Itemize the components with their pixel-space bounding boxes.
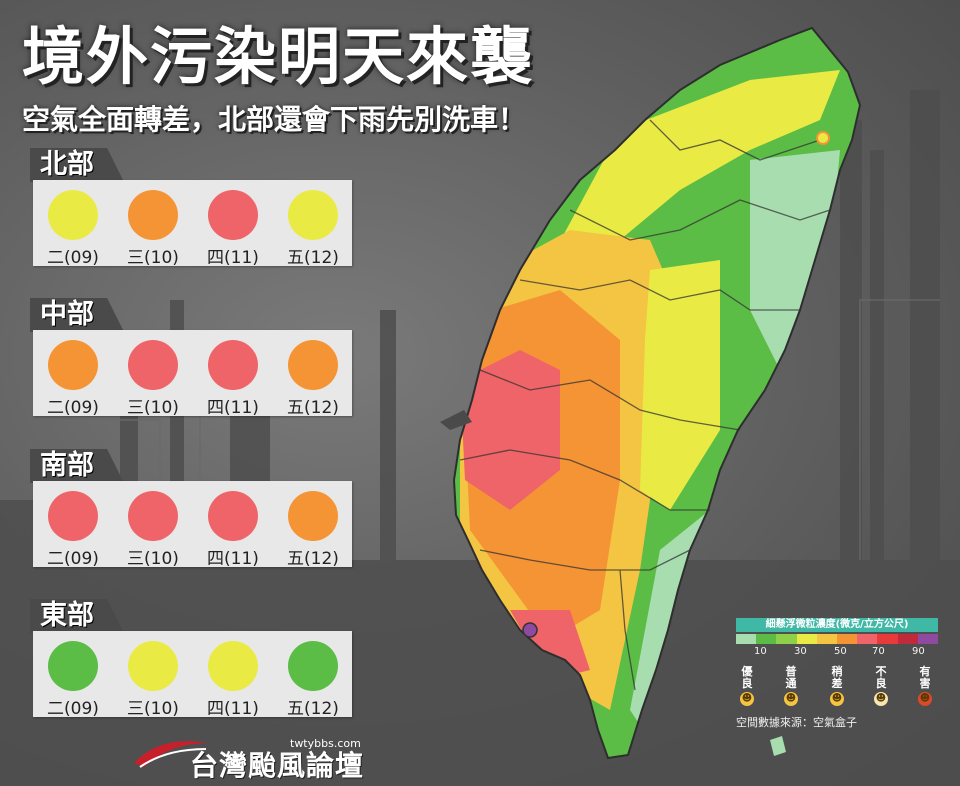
forecast-day: 四(11) [193, 330, 273, 418]
air-quality-dot [48, 491, 98, 541]
forecast-day: 五(12) [273, 330, 353, 418]
air-quality-dot [208, 641, 258, 691]
air-quality-dot [208, 491, 258, 541]
legend-category-good: 優 良 [741, 665, 753, 690]
legend-color-bar [736, 634, 939, 644]
legend-color-swatch [877, 634, 898, 644]
day-label: 四(11) [207, 549, 259, 569]
forecast-day: 三(10) [113, 180, 193, 268]
legend-tick: 30 [794, 646, 807, 657]
air-quality-dot [48, 190, 98, 240]
legend-title: 細懸浮微粒濃度(微克/立方公尺) [736, 618, 938, 632]
air-quality-dot [128, 641, 178, 691]
forecast-day: 二(09) [33, 631, 113, 719]
legend-tick: 10 [754, 646, 767, 657]
forecast-day: 五(12) [273, 631, 353, 719]
day-label: 四(11) [207, 699, 259, 719]
forecast-day: 二(09) [33, 180, 113, 268]
forecast-day: 五(12) [273, 180, 353, 268]
legend-tick: 50 [834, 646, 847, 657]
forecast-day: 三(10) [113, 481, 193, 569]
legend-category-moderate: 普 通 [785, 665, 797, 690]
day-label: 五(12) [287, 699, 339, 719]
region-panel-south: 二(09) 三(10) 四(11) 五(12) [33, 481, 353, 569]
legend-color-swatch [796, 634, 817, 644]
day-label: 四(11) [207, 248, 259, 268]
region-tab-south: 南部 [30, 449, 124, 483]
angry-face-icon: ☻ [918, 692, 932, 706]
forum-site-url[interactable]: twtybbs.com [290, 737, 361, 750]
legend-category-poor: 不 良 [875, 665, 887, 690]
region-panel-central: 二(09) 三(10) 四(11) 五(12) [33, 330, 353, 418]
legend-color-swatch [897, 634, 918, 644]
air-quality-dot [128, 340, 178, 390]
legend-tick: 90 [912, 646, 925, 657]
legend-category-hazardous: 有 害 [919, 665, 931, 690]
day-label: 二(09) [47, 398, 99, 418]
day-label: 三(10) [127, 549, 179, 569]
legend-color-swatch [917, 634, 939, 644]
hotspot-marker [816, 131, 830, 145]
county-boundaries [459, 119, 831, 691]
frown-face-icon: ☻ [830, 692, 844, 706]
forecast-day: 四(11) [193, 631, 273, 719]
hotspot-marker [522, 622, 538, 638]
air-quality-dot [128, 190, 178, 240]
air-quality-dot [48, 641, 98, 691]
air-quality-dot [208, 190, 258, 240]
legend-category-slightly-poor: 稍 差 [831, 665, 843, 690]
neutral-face-icon: ☻ [784, 692, 798, 706]
legend-color-swatch [816, 634, 838, 644]
day-label: 三(10) [127, 699, 179, 719]
day-label: 四(11) [207, 398, 259, 418]
region-panel-east: 二(09) 三(10) 四(11) 五(12) [33, 631, 353, 719]
page-subtitle: 空氣全面轉差，北部還會下雨先別洗車！ [22, 103, 527, 136]
forum-name: 台灣颱風論壇 [190, 749, 365, 782]
legend-color-swatch [776, 634, 797, 644]
data-source: 空間數據來源：空氣盒子 [736, 716, 857, 729]
mask-face-icon: ☻ [874, 692, 888, 706]
day-label: 五(12) [287, 398, 339, 418]
forecast-day: 四(11) [193, 180, 273, 268]
region-panel-north: 二(09) 三(10) 四(11) 五(12) [33, 180, 353, 268]
region-tab-central: 中部 [30, 298, 124, 332]
air-quality-dot [288, 190, 338, 240]
smiley-face-icon: ☻ [740, 692, 754, 706]
green-island [770, 736, 786, 756]
island-outline [452, 26, 862, 760]
legend-color-swatch [837, 634, 858, 644]
forecast-day: 五(12) [273, 481, 353, 569]
day-label: 二(09) [47, 248, 99, 268]
day-label: 二(09) [47, 699, 99, 719]
air-quality-dot [208, 340, 258, 390]
forecast-day: 三(10) [113, 330, 193, 418]
forecast-day: 三(10) [113, 631, 193, 719]
page-title: 境外污染明天來襲 [22, 20, 535, 93]
pm25-legend: 細懸浮微粒濃度(微克/立方公尺) 10 30 50 70 90 優 良 普 通 … [736, 618, 939, 729]
legend-color-swatch [736, 634, 757, 644]
day-label: 三(10) [127, 248, 179, 268]
air-quality-dot [48, 340, 98, 390]
day-label: 五(12) [287, 549, 339, 569]
region-tab-east: 東部 [30, 599, 124, 633]
legend-tick: 70 [872, 646, 885, 657]
legend-color-swatch [756, 634, 777, 644]
region-tab-north: 北部 [30, 148, 124, 182]
air-quality-dot [288, 641, 338, 691]
day-label: 三(10) [127, 398, 179, 418]
forum-logo-swoosh-icon [134, 741, 208, 768]
forecast-day: 四(11) [193, 481, 273, 569]
legend-color-swatch [857, 634, 878, 644]
penghu-islands [440, 410, 472, 430]
forecast-day: 二(09) [33, 481, 113, 569]
air-quality-dot [288, 340, 338, 390]
air-quality-dot [288, 491, 338, 541]
air-quality-dot [128, 491, 178, 541]
day-label: 二(09) [47, 549, 99, 569]
day-label: 五(12) [287, 248, 339, 268]
forecast-day: 二(09) [33, 330, 113, 418]
